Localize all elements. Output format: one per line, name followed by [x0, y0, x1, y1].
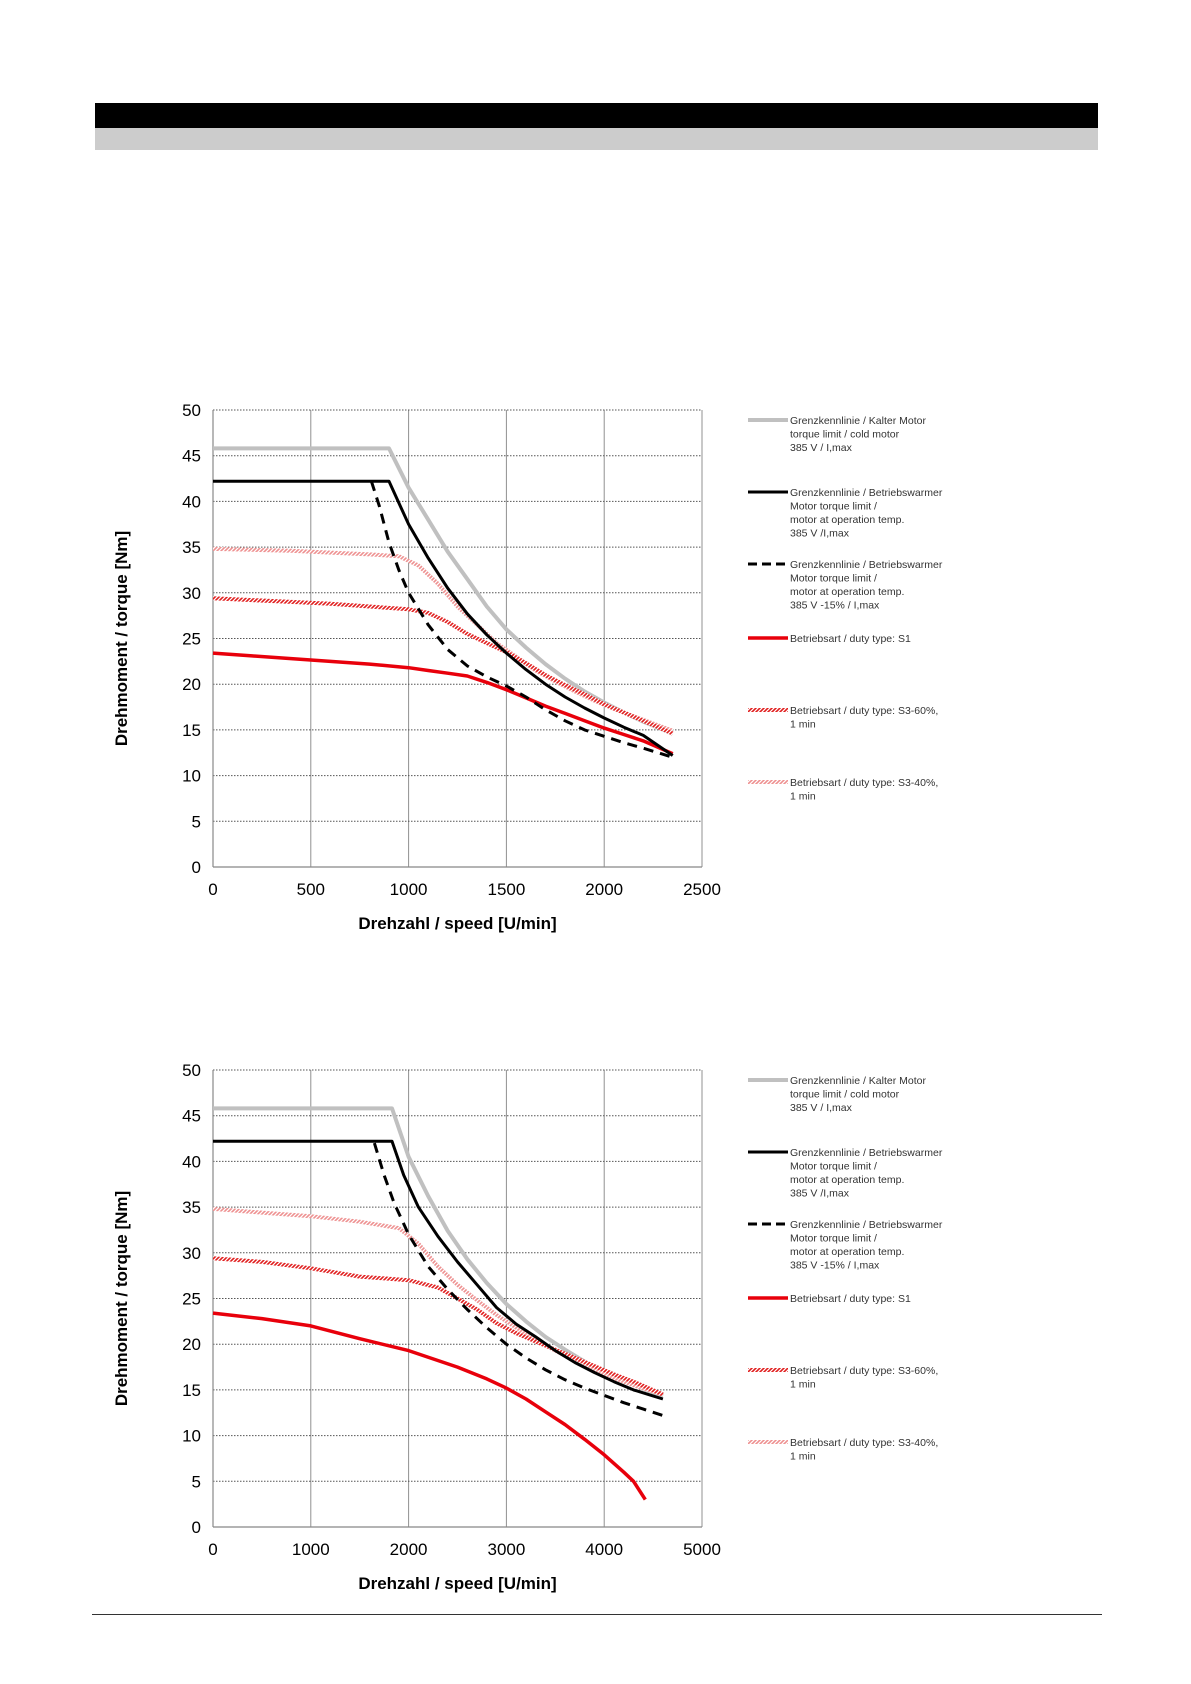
x-tick-label: 5000: [683, 1540, 721, 1559]
y-tick-label: 15: [182, 721, 201, 740]
series-line-s1: [212, 651, 674, 756]
legend-label-warm: Motor torque limit /: [790, 501, 877, 513]
series-line-s3_60: [212, 596, 674, 736]
y-tick-label: 50: [182, 401, 201, 420]
header-bar: [95, 103, 1098, 128]
legend-label-warm: Grenzkennlinie / Betriebswarmer: [790, 1147, 943, 1159]
legend-label-s3_60: Betriebsart / duty type: S3-60%,: [790, 1365, 938, 1377]
legend-label-s3_60: Betriebsart / duty type: S3-60%,: [790, 705, 938, 717]
legend-label-s3_40: Betriebsart / duty type: S3-40%,: [790, 777, 938, 789]
y-tick-label: 35: [182, 538, 201, 557]
y-axis-title: Drehmoment / torque [Nm]: [112, 531, 131, 746]
x-tick-label: 1000: [390, 880, 428, 899]
legend-label-s3_40: 1 min: [790, 791, 816, 803]
x-axis-title: Drehzahl / speed [U/min]: [358, 914, 556, 933]
legend-label-s1: Betriebsart / duty type: S1: [790, 1293, 911, 1305]
series-line-s1: [212, 1311, 647, 1501]
y-tick-label: 30: [182, 584, 201, 603]
grid: [213, 409, 703, 867]
series-line-warm_low: [372, 1142, 664, 1417]
legend-label-s1: Betriebsart / duty type: S1: [790, 633, 911, 645]
x-tick-label: 2000: [585, 880, 623, 899]
y-axis-title: Drehmoment / torque [Nm]: [112, 1191, 131, 1406]
x-tick-label: 1500: [487, 880, 525, 899]
x-axis-title: Drehzahl / speed [U/min]: [358, 1574, 556, 1593]
y-tick-label: 0: [192, 1518, 201, 1537]
legend-label-warm_low: 385 V -15% / I,max: [790, 1260, 880, 1272]
legend-label-warm_low: Motor torque limit /: [790, 1233, 877, 1245]
x-tick-label: 1000: [292, 1540, 330, 1559]
torque-speed-chart-2: 0 5 10 15 20 25 30 35 40 45 50 0 1000 2000 3000 4000 500…: [112, 1061, 943, 1593]
legend-label-warm: motor at operation temp.: [790, 514, 904, 526]
legend-label-warm_low: 385 V -15% / I,max: [790, 600, 880, 612]
legend-label-warm_low: Grenzkennlinie / Betriebswarmer: [790, 559, 943, 571]
legend-label-cold: 385 V / I,max: [790, 1102, 853, 1114]
y-tick-label: 40: [182, 1152, 201, 1171]
y-tick-label: 20: [182, 1335, 201, 1354]
y-tick-label: 20: [182, 675, 201, 694]
y-tick-label: 25: [182, 630, 201, 649]
legend-label-warm_low: motor at operation temp.: [790, 1246, 904, 1258]
y-tick-label: 50: [182, 1061, 201, 1080]
legend-label-s3_40: 1 min: [790, 1451, 816, 1463]
x-tick-label: 2500: [683, 880, 721, 899]
x-tick-label: 0: [208, 1540, 217, 1559]
legend-label-warm: Motor torque limit /: [790, 1161, 877, 1173]
legend-label-warm: Grenzkennlinie / Betriebswarmer: [790, 487, 943, 499]
y-tick-label: 40: [182, 492, 201, 511]
x-tick-label: 2000: [390, 1540, 428, 1559]
x-tick-label: 0: [208, 880, 217, 899]
series-line-warm: [213, 479, 674, 757]
legend-label-cold: Grenzkennlinie / Kalter Motor: [790, 1075, 926, 1087]
legend-label-s3_60: 1 min: [790, 719, 816, 731]
legend-label-s3_60: 1 min: [790, 1379, 816, 1391]
y-tick-label: 0: [192, 858, 201, 877]
series-line-s3_60: [212, 1256, 664, 1397]
series-line-s3_40: [212, 1206, 664, 1397]
legend-label-cold: torque limit / cold motor: [790, 1089, 900, 1101]
series-line-warm_low: [369, 480, 674, 759]
y-tick-label: 25: [182, 1290, 201, 1309]
y-tick-label: 5: [192, 812, 201, 831]
legend-label-cold: 385 V / I,max: [790, 442, 853, 454]
x-tick-label: 500: [297, 880, 325, 899]
legend-label-warm: motor at operation temp.: [790, 1174, 904, 1186]
x-tick-label: 4000: [585, 1540, 623, 1559]
legend-label-warm: 385 V /I,max: [790, 528, 850, 540]
series-line-warm: [213, 1139, 664, 1401]
legend-label-warm_low: Motor torque limit /: [790, 573, 877, 585]
x-tick-label: 3000: [487, 1540, 525, 1559]
legend-label-s3_40: Betriebsart / duty type: S3-40%,: [790, 1437, 938, 1449]
y-tick-label: 10: [182, 1427, 201, 1446]
y-tick-label: 30: [182, 1244, 201, 1263]
y-tick-label: 45: [182, 1107, 201, 1126]
y-tick-label: 15: [182, 1381, 201, 1400]
y-tick-label: 10: [182, 767, 201, 786]
subheader-bar: [95, 128, 1098, 150]
legend-label-warm: 385 V /I,max: [790, 1188, 850, 1200]
legend-label-cold: torque limit / cold motor: [790, 429, 900, 441]
legend: Grenzkennlinie / Kalter Motor torque limi…: [748, 1075, 943, 1463]
legend-label-cold: Grenzkennlinie / Kalter Motor: [790, 415, 926, 427]
y-tick-label: 5: [192, 1472, 201, 1491]
y-tick-label: 45: [182, 447, 201, 466]
legend-label-warm_low: Grenzkennlinie / Betriebswarmer: [790, 1219, 943, 1231]
footer-rule: [92, 1614, 1102, 1615]
legend: Grenzkennlinie / Kalter Motor torque limi…: [748, 415, 943, 803]
legend-label-warm_low: motor at operation temp.: [790, 586, 904, 598]
y-tick-label: 35: [182, 1198, 201, 1217]
